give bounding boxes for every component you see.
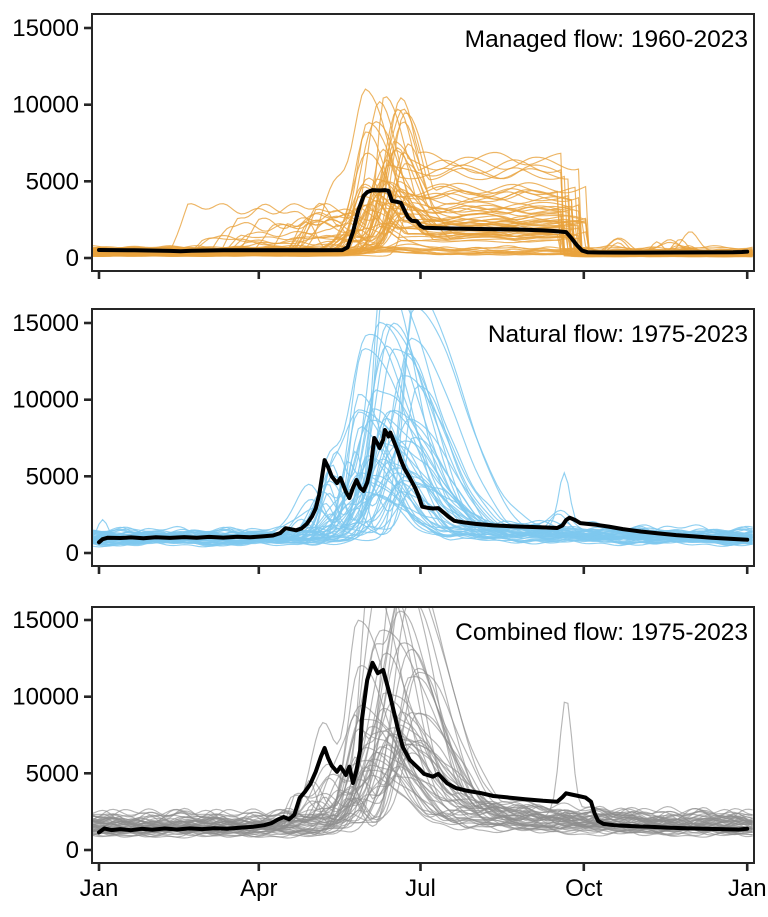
- year-trace-line: [93, 481, 753, 544]
- y-axis-tick-label: 5000: [26, 760, 79, 787]
- panel-border: [91, 13, 755, 272]
- panel-title-natural: Natural flow: 1975-2023: [488, 321, 748, 348]
- year-trace-line: [93, 333, 753, 541]
- x-axis-tick-label: Jan: [80, 875, 119, 902]
- y-axis-tick-label: 15000: [12, 310, 79, 337]
- year-trace-line: [93, 148, 753, 257]
- year-trace-line: [93, 629, 753, 837]
- year-trace-line: [93, 131, 753, 258]
- y-axis-tick-label: 0: [66, 245, 79, 272]
- plot-area-combined: [93, 608, 753, 839]
- y-axis-tick-label: 10000: [12, 92, 79, 119]
- year-trace-line: [93, 743, 753, 836]
- year-trace-line: [93, 393, 753, 539]
- year-trace-line: [93, 239, 753, 252]
- year-trace-line: [93, 191, 753, 258]
- x-axis-tick-label: Apr: [240, 875, 277, 902]
- year-trace-line: [93, 112, 753, 257]
- year-trace-line: [93, 408, 753, 539]
- mean-flow-line-combined: [97, 660, 750, 835]
- plot-area-managed: [93, 88, 753, 258]
- year-trace-line: [93, 385, 753, 537]
- x-axis-tick-label: Jan: [728, 875, 767, 902]
- y-axis-tick-label: 5000: [26, 463, 79, 490]
- plot-area-natural: [93, 310, 753, 548]
- year-trace-line: [93, 608, 753, 829]
- year-trace-line: [93, 310, 753, 538]
- x-axis-tick-label: Oct: [565, 875, 603, 902]
- y-axis-tick-label: 5000: [26, 168, 79, 195]
- year-trace-line: [93, 730, 753, 826]
- panel-border: [91, 308, 755, 567]
- year-trace-line: [93, 410, 753, 540]
- y-axis-tick-label: 15000: [12, 15, 79, 42]
- panel-combined: 0 5000 10000 15000 Jan Apr Jul Oct Jan Combined f…: [12, 606, 767, 902]
- y-axis-tick-label: 0: [66, 837, 79, 864]
- year-trace-line: [93, 608, 753, 828]
- y-axis-tick-label: 10000: [12, 387, 79, 414]
- year-trace-line: [93, 152, 753, 253]
- year-trace-line: [93, 652, 753, 822]
- panel-border: [91, 606, 755, 864]
- year-trace-line: [93, 667, 753, 829]
- panel-natural: 0 5000 10000 15000 Natural flow: 1975-2023: [12, 308, 755, 574]
- panel-title-combined: Combined flow: 1975-2023: [455, 619, 748, 646]
- panel-title-managed: Managed flow: 1960-2023: [465, 26, 748, 53]
- y-axis-tick-label: 10000: [12, 684, 79, 711]
- y-axis-tick-label: 0: [66, 540, 79, 567]
- y-axis-tick-label: 15000: [12, 607, 79, 634]
- panel-managed: 0 5000 10000 15000 Managed flow: 1960-2023: [12, 13, 755, 279]
- mean-flow-line-natural: [97, 428, 750, 545]
- year-trace-line: [93, 701, 753, 824]
- year-trace-line: [93, 321, 753, 547]
- mean-flow-line-managed: [97, 188, 750, 255]
- x-axis-tick-label: Jul: [405, 875, 436, 902]
